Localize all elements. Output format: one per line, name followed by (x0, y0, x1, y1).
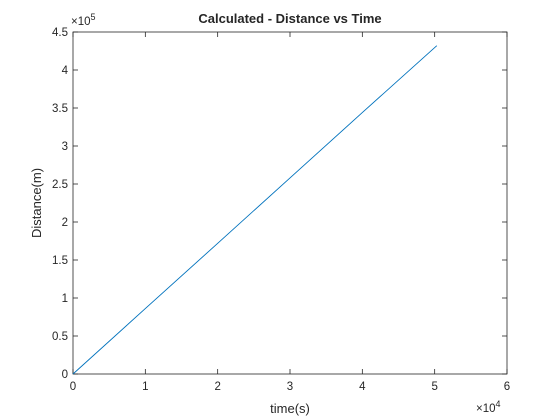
y-tick-label: 3.5 (52, 103, 68, 115)
y-tick-label: 0 (62, 369, 68, 381)
ticks-layer: 0 1 2 3 4 5 6 0 0.5 1 1.5 2 2.5 3 3.5 4 4.5 (52, 27, 510, 393)
series-layer (72, 45, 438, 375)
y-tick-label: 3 (62, 141, 68, 153)
y-tick-label: 2 (62, 217, 68, 229)
x-tick-label: 6 (504, 381, 510, 393)
x-tick-label: 0 (70, 381, 76, 393)
plot-area (72, 31, 508, 375)
y-tick-label: 1 (62, 293, 68, 305)
x-tick-label: 4 (359, 381, 366, 393)
x-tick-label: 3 (287, 381, 293, 393)
y-exponent-label: ×105 (71, 12, 96, 28)
x-tick-label: 2 (214, 381, 220, 393)
x-axis-label: time(s) (270, 401, 310, 416)
y-tick-label: 0.5 (52, 331, 68, 343)
x-exponent-label: ×104 (476, 399, 501, 415)
y-tick-label: 4.5 (52, 27, 68, 39)
x-exponent-value: 4 (496, 399, 501, 409)
y-exponent-value: 5 (91, 12, 96, 22)
series-line (72, 45, 438, 375)
y-tick-label: 2.5 (52, 179, 68, 191)
y-tick-label: 4 (62, 65, 69, 77)
y-tick-label: 1.5 (52, 255, 68, 267)
x-tick-label: 1 (142, 381, 148, 393)
y-axis-label: Distance(m) (29, 168, 44, 238)
chart-title: Calculated - Distance vs Time (198, 11, 381, 26)
x-tick-label: 5 (431, 381, 437, 393)
